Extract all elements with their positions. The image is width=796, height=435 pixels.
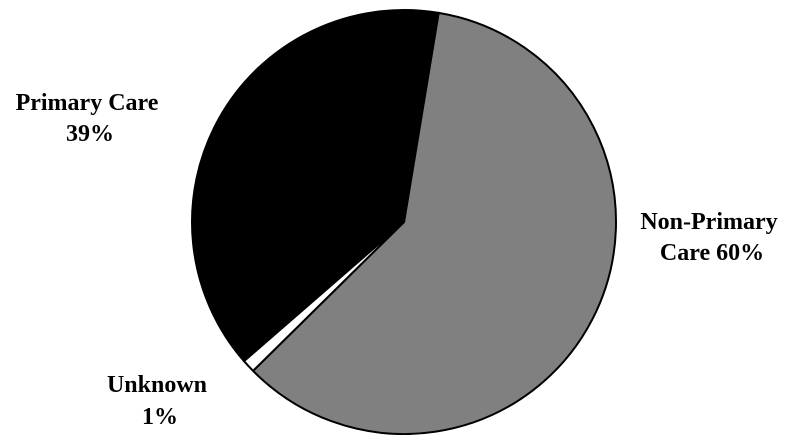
slice-label-unknown: Unknown 1% [107, 372, 213, 430]
slice-label-primary-care-line2: 39% [66, 121, 114, 147]
slice-label-non-primary-care-line2: Care 60% [660, 240, 764, 266]
pie-slices [191, 9, 617, 435]
pie-slice-non-primary-care [251, 11, 617, 435]
slice-label-non-primary-care-line1: Non-Primary [640, 209, 777, 235]
slice-label-unknown-line1: Unknown [107, 372, 207, 398]
slice-label-unknown-line2: 1% [142, 404, 178, 430]
slice-label-primary-care: Primary Care 39% [16, 90, 165, 147]
slice-label-non-primary-care: Non-Primary Care 60% [640, 209, 783, 266]
slice-label-primary-care-line1: Primary Care [16, 90, 159, 116]
pie-slice-primary-care [191, 9, 440, 363]
